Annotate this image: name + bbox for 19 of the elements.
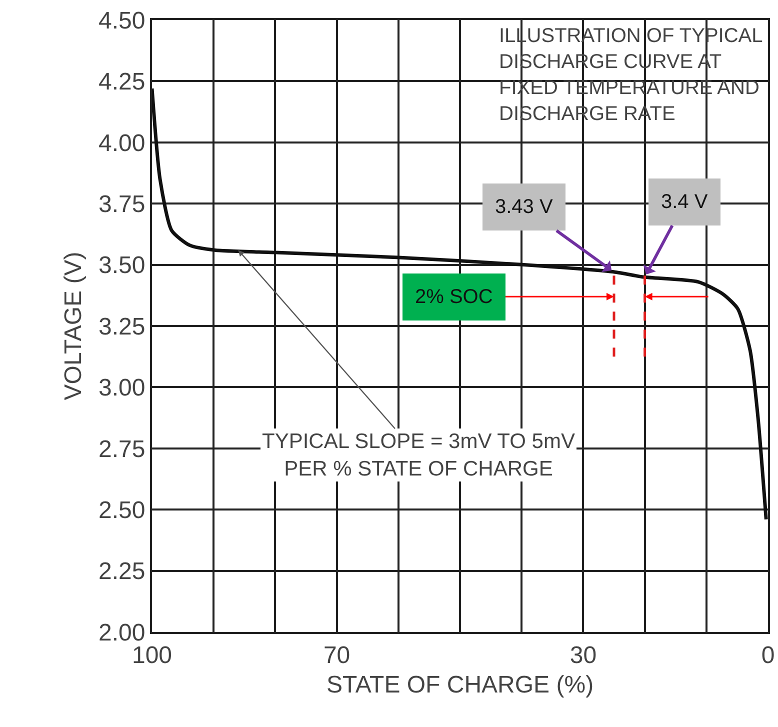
y-tick-label: 3.75	[98, 191, 146, 218]
x-axis-title: STATE OF CHARGE (%)	[326, 672, 594, 699]
y-tick-label: 4.00	[98, 130, 146, 157]
y-tick-label: 2.50	[98, 497, 146, 524]
annotation: 3.4 V	[661, 191, 708, 213]
y-axis-title: VOLTAGE (V)	[60, 252, 88, 400]
x-tick-label: 30	[570, 642, 597, 669]
annotation: 2% SOC	[415, 286, 493, 308]
x-tick-label: 0	[761, 642, 775, 669]
y-tick-label: 4.25	[98, 68, 146, 96]
x-tick-label: 70	[323, 642, 350, 669]
y-tick-label: 2.75	[98, 436, 146, 463]
y-tick-label: 3.00	[98, 374, 146, 402]
y-tick-label: 2.25	[98, 558, 146, 586]
y-tick-label: 4.50	[98, 7, 146, 34]
annotation: TYPICAL SLOPE = 3mV TO 5mV PER % STATE OF CHARGE	[262, 430, 575, 480]
y-tick-label: 3.50	[98, 252, 146, 280]
annotation: 3.43 V	[495, 196, 554, 218]
y-tick-label: 3.25	[98, 313, 146, 340]
